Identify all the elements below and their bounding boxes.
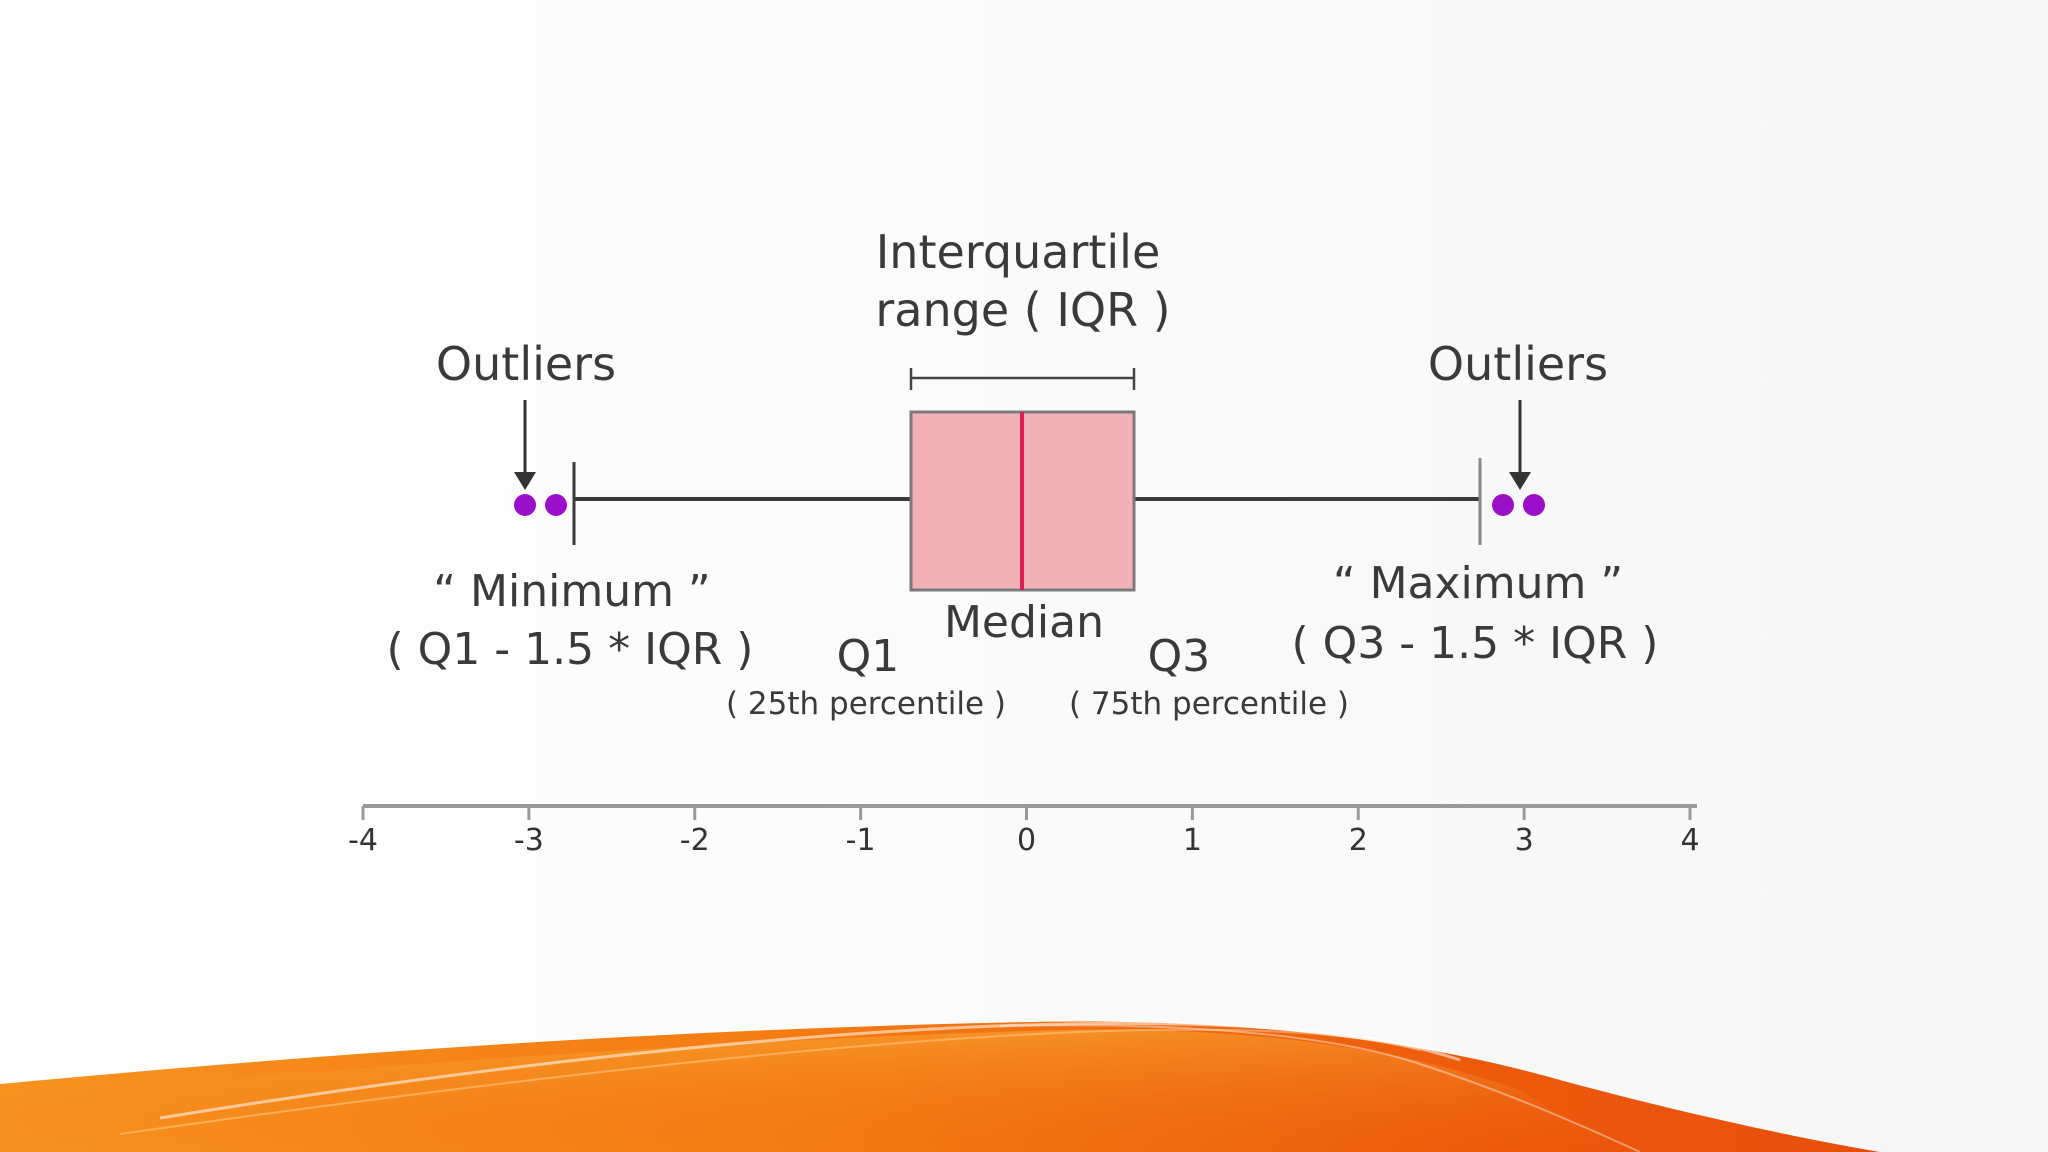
outlier-point [545, 494, 567, 516]
q3-percentile-label: ( 75th percentile ) [1069, 686, 1349, 722]
iqr-bracket [909, 368, 1136, 390]
axis-tick-label: 2 [1349, 823, 1368, 858]
outliers-left-arrow-icon [514, 400, 536, 490]
outlier-point [1523, 494, 1545, 516]
outlier-point [514, 494, 536, 516]
axis-tick-label: 4 [1680, 823, 1699, 858]
axis-tick-label: 3 [1515, 823, 1534, 858]
axis-tick-label: 0 [1017, 823, 1036, 858]
q1-percentile-label: ( 25th percentile ) [726, 686, 1006, 722]
maximum-label: “ Maximum ” [1333, 558, 1623, 609]
outliers-right-arrow-icon [1509, 400, 1531, 490]
q1-label: Q1 [837, 631, 900, 682]
iqr-label-line2: range ( IQR ) [875, 283, 1170, 337]
outliers-left-label: Outliers [436, 337, 616, 391]
minimum-formula: ( Q1 - 1.5 * IQR ) [387, 624, 754, 675]
q3-label: Q3 [1148, 631, 1211, 682]
outliers-right-label: Outliers [1428, 337, 1608, 391]
maximum-formula: ( Q3 - 1.5 * IQR ) [1292, 618, 1659, 669]
median-label: Median [944, 597, 1104, 648]
outlier-point [1492, 494, 1514, 516]
axis-tick-label: -2 [680, 823, 710, 858]
axis-tick-label: -1 [846, 823, 876, 858]
minimum-label: “ Minimum ” [433, 566, 710, 617]
number-axis: -4 -3 -2 -1 0 1 2 3 4 [348, 804, 1700, 858]
axis-tick-label: 1 [1183, 823, 1202, 858]
axis-tick-label: -4 [348, 823, 378, 858]
iqr-label-line1: Interquartile [876, 225, 1161, 279]
axis-tick-label: -3 [514, 823, 544, 858]
orange-wave-decoration [0, 1021, 1880, 1152]
